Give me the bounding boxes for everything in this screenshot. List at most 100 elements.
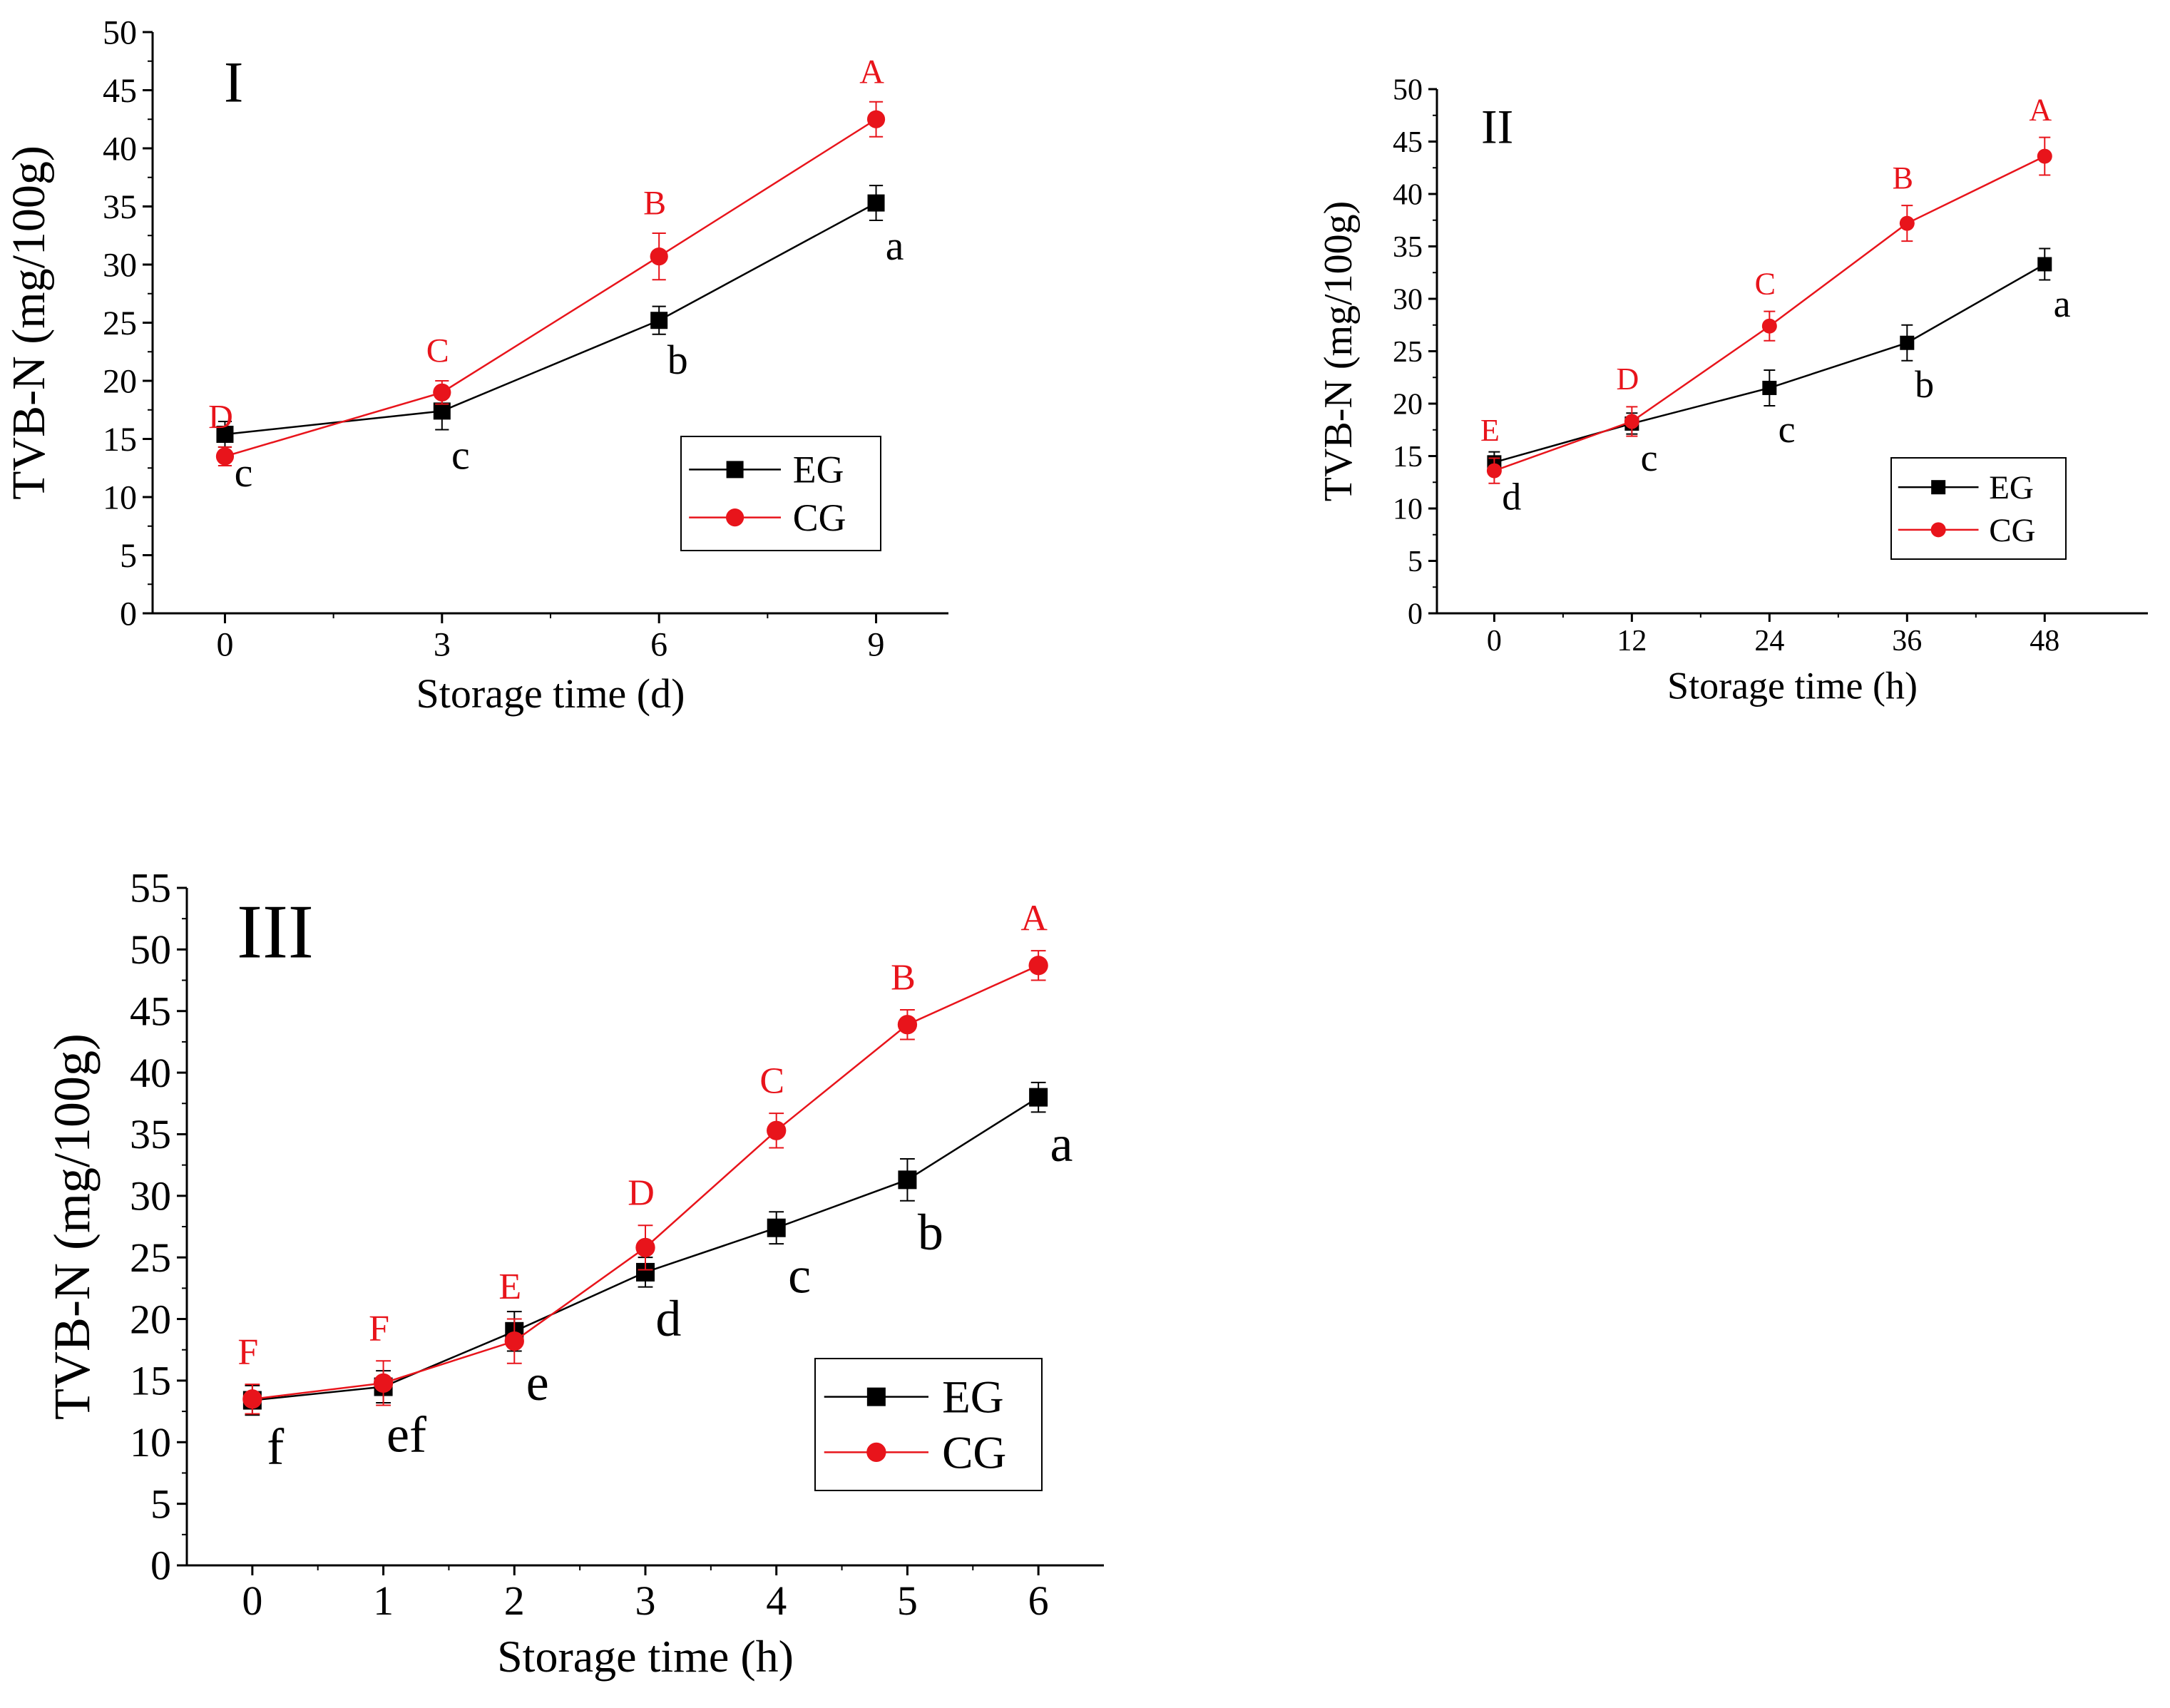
y-tick-label: 25 bbox=[103, 305, 137, 342]
data-point-circle bbox=[242, 1389, 262, 1409]
data-point-circle bbox=[1761, 318, 1777, 334]
chart-panel-1: 0 5 10 15 20 25 30 35 40 45 50 0 3 6 9 Storage time (d)… bbox=[3, 14, 948, 717]
significance-letter-cg: A bbox=[1020, 898, 1048, 939]
significance-letter-cg: E bbox=[498, 1267, 521, 1307]
y-tick-label: 25 bbox=[1393, 336, 1423, 369]
significance-letter-cg: E bbox=[1480, 413, 1500, 448]
legend-marker-square bbox=[1931, 480, 1946, 495]
data-point-circle bbox=[215, 447, 235, 466]
significance-letter-cg: C bbox=[759, 1060, 784, 1101]
x-tick-label: 0 bbox=[242, 1577, 262, 1624]
y-axis-title: TVB-N (mg/100g) bbox=[1316, 201, 1361, 502]
legend-box bbox=[680, 436, 881, 551]
legend-box bbox=[814, 1358, 1043, 1491]
x-tick-label: 5 bbox=[897, 1577, 918, 1624]
significance-letter-eg: c bbox=[1641, 436, 1658, 479]
x-tick-label: 3 bbox=[635, 1577, 656, 1624]
significance-letter-eg: a bbox=[886, 223, 904, 269]
significance-letter-eg: c bbox=[1779, 408, 1796, 451]
y-tick-label: 35 bbox=[1393, 231, 1423, 264]
y-tick-label: 20 bbox=[1393, 388, 1423, 421]
significance-letter-eg: c bbox=[235, 449, 253, 496]
legend-marker-square bbox=[866, 1387, 886, 1406]
significance-letter-eg: c bbox=[788, 1247, 811, 1304]
y-tick-label: 10 bbox=[1393, 493, 1423, 526]
x-axis-title: Storage time (h) bbox=[497, 1631, 794, 1682]
y-tick-label: 15 bbox=[1393, 441, 1423, 474]
x-tick-label: 4 bbox=[766, 1577, 787, 1624]
y-tick-label: 20 bbox=[103, 362, 137, 400]
significance-letter-cg: D bbox=[208, 399, 233, 436]
legend-marker-square bbox=[726, 461, 744, 479]
data-point-circle bbox=[635, 1237, 655, 1258]
significance-letter-cg: C bbox=[1755, 266, 1776, 301]
y-tick-label: 10 bbox=[103, 479, 137, 516]
data-point-circle bbox=[1624, 414, 1639, 429]
data-point-square bbox=[433, 402, 451, 420]
y-tick-label: 40 bbox=[103, 130, 137, 168]
significance-letter-eg: c bbox=[451, 432, 470, 479]
significance-letter-cg: B bbox=[643, 185, 666, 223]
series-line-eg bbox=[225, 202, 877, 436]
data-point-circle bbox=[1899, 215, 1915, 231]
x-tick-label: 36 bbox=[1892, 625, 1922, 658]
y-axis-title: TVB-N (mg/100g) bbox=[43, 1033, 101, 1420]
y-tick-label: 20 bbox=[130, 1296, 171, 1342]
x-tick-label: 12 bbox=[1617, 625, 1647, 658]
significance-letter-cg: F bbox=[237, 1331, 258, 1372]
y-tick-label: 15 bbox=[130, 1358, 171, 1404]
y-tick-label: 10 bbox=[130, 1419, 171, 1466]
significance-letter-cg: D bbox=[1616, 362, 1639, 397]
legend-label-cg: CG bbox=[942, 1427, 1006, 1478]
x-tick-label: 1 bbox=[373, 1577, 394, 1624]
significance-letter-cg: F bbox=[369, 1309, 389, 1349]
y-tick-label: 50 bbox=[1393, 73, 1423, 106]
series-line-cg bbox=[225, 118, 877, 458]
y-tick-label: 5 bbox=[1408, 546, 1423, 578]
data-point-square bbox=[767, 1218, 786, 1237]
significance-letter-cg: D bbox=[628, 1173, 655, 1214]
y-axis-title: TVB-N (mg/100g) bbox=[3, 145, 55, 500]
legend-marker-circle bbox=[1930, 522, 1946, 538]
significance-letter-cg: B bbox=[891, 957, 916, 998]
y-tick-label: 25 bbox=[130, 1234, 171, 1281]
y-tick-label: 35 bbox=[103, 188, 137, 226]
y-tick-label: 30 bbox=[130, 1173, 171, 1219]
data-point-circle bbox=[433, 383, 451, 402]
data-point-circle bbox=[650, 247, 668, 266]
data-point-circle bbox=[373, 1373, 394, 1393]
y-tick-label: 5 bbox=[120, 537, 137, 575]
significance-letter-eg: b bbox=[667, 337, 688, 383]
legend-label-eg: EG bbox=[1989, 469, 2034, 506]
legend-box bbox=[1890, 457, 2067, 560]
y-tick-label: 40 bbox=[130, 1050, 171, 1096]
significance-letter-eg: ef bbox=[387, 1406, 426, 1463]
data-point-square bbox=[650, 312, 668, 329]
y-tick-label: 30 bbox=[103, 246, 137, 284]
data-point-circle bbox=[897, 1015, 918, 1035]
significance-letter-eg: b bbox=[918, 1204, 943, 1261]
panel-label: I bbox=[224, 49, 243, 114]
data-point-circle bbox=[866, 110, 886, 128]
y-tick-label: 40 bbox=[1393, 178, 1423, 211]
data-point-square bbox=[1762, 380, 1777, 395]
data-point-circle bbox=[1486, 463, 1502, 479]
y-tick-label: 0 bbox=[120, 595, 137, 633]
y-tick-label: 30 bbox=[1393, 283, 1423, 316]
significance-letter-eg: d bbox=[655, 1290, 681, 1347]
significance-letter-eg: d bbox=[1502, 475, 1521, 518]
data-point-circle bbox=[767, 1120, 787, 1140]
data-point-square bbox=[867, 194, 885, 212]
y-tick-label: 50 bbox=[130, 926, 171, 973]
x-tick-label: 0 bbox=[1487, 625, 1502, 658]
y-tick-label: 15 bbox=[103, 421, 137, 459]
data-point-circle bbox=[1028, 956, 1048, 976]
x-tick-label: 6 bbox=[1028, 1577, 1049, 1624]
data-point-square bbox=[898, 1170, 917, 1190]
y-tick-label: 0 bbox=[1408, 598, 1423, 630]
